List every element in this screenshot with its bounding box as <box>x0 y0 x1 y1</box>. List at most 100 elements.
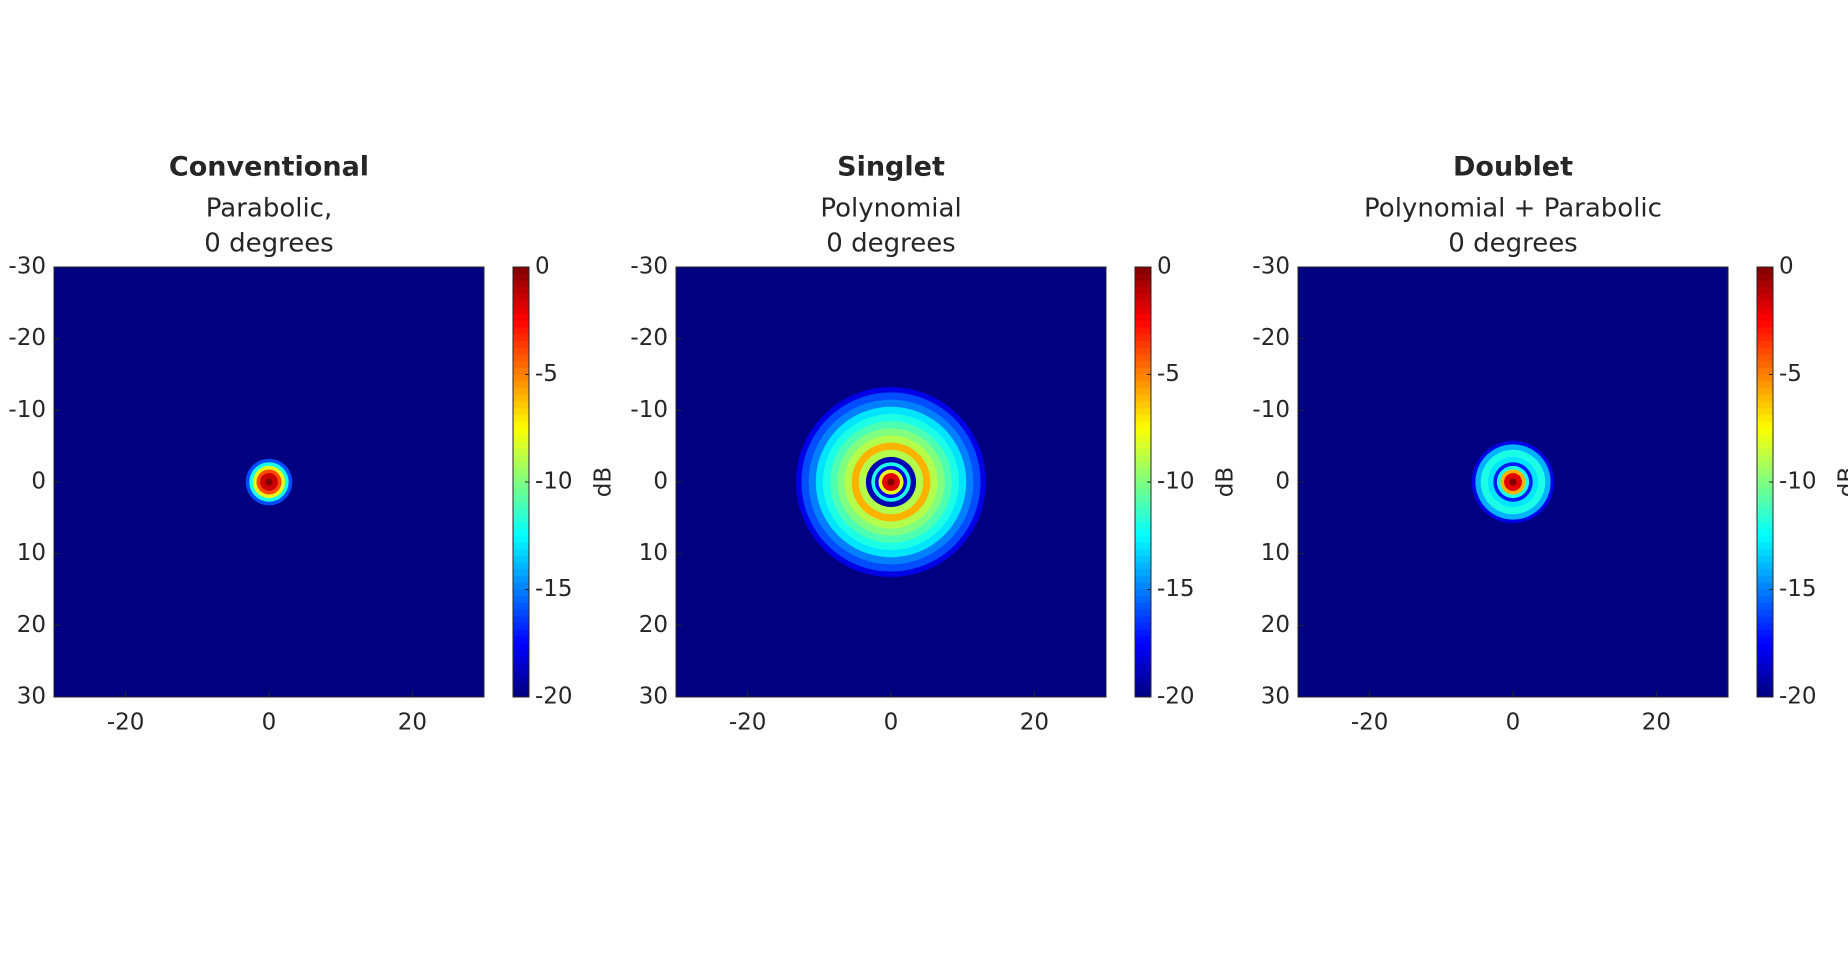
panel-subtitle: Polynomial <box>820 194 961 224</box>
colorbar-stripe <box>513 394 529 402</box>
colorbar-stripe <box>1757 414 1773 423</box>
colorbar-stripe <box>1135 649 1151 658</box>
colorbar-stripe <box>513 656 529 664</box>
colorbar-stripe <box>513 381 529 389</box>
colorbar-stripe <box>1135 421 1151 429</box>
colorbar-stripe <box>513 623 529 631</box>
panel-title: Doublet <box>1453 152 1573 183</box>
colorbar-stripe <box>1757 576 1773 584</box>
colorbar-stripe <box>513 549 529 557</box>
colorbar-stripe <box>513 314 529 322</box>
colorbar-stripe <box>1135 495 1151 503</box>
colorbar-stripe <box>1135 441 1151 449</box>
colorbar-stripe <box>1135 676 1151 685</box>
colorbar-stripe <box>1757 441 1773 449</box>
colorbar-stripe <box>1757 676 1773 685</box>
plot-area <box>1298 267 1728 697</box>
colorbar-stripe <box>1135 280 1151 288</box>
colorbar-stripe <box>1135 347 1151 355</box>
colorbar-stripe <box>1757 361 1773 369</box>
colorbar-stripe <box>1757 408 1773 416</box>
colorbar-stripe <box>513 676 529 685</box>
y-tick-label: 10 <box>17 540 46 566</box>
colorbar-stripe <box>1135 361 1151 369</box>
ring <box>887 478 895 486</box>
colorbar-stripe <box>1135 602 1151 611</box>
y-tick-label: 30 <box>1261 684 1290 710</box>
colorbar-stripe <box>1135 374 1151 382</box>
colorbar-stripe <box>1757 663 1773 671</box>
colorbar-tick-label: 0 <box>535 254 550 280</box>
colorbar-stripe <box>1757 320 1773 328</box>
colorbar-stripe <box>1135 616 1151 624</box>
colorbar-tick-label: 0 <box>1779 254 1794 280</box>
colorbar-stripe <box>1757 475 1773 483</box>
colorbar-stripe <box>1757 394 1773 402</box>
colorbar-stripe <box>513 414 529 423</box>
colorbar-tick-label: -10 <box>1779 469 1817 495</box>
plot-area <box>54 267 484 697</box>
colorbar-stripe <box>1135 562 1151 570</box>
colorbar-stripe <box>1135 367 1151 375</box>
colorbar-stripe <box>1757 522 1773 530</box>
x-tick-label: -20 <box>729 710 767 736</box>
colorbar-stripe <box>513 367 529 375</box>
colorbar-stripe <box>1757 508 1773 517</box>
y-tick-label: 0 <box>31 469 46 495</box>
colorbar-label: dB <box>591 467 617 497</box>
colorbar-stripe <box>1135 623 1151 631</box>
colorbar-stripe <box>1135 428 1151 436</box>
colorbar-stripe <box>1135 522 1151 530</box>
y-tick-label: -10 <box>630 397 668 423</box>
colorbar-stripe <box>1135 529 1151 537</box>
colorbar-stripe <box>1135 582 1151 590</box>
colorbar-stripe <box>1135 488 1151 496</box>
colorbar-stripe <box>1757 354 1773 362</box>
y-tick-label: -30 <box>8 254 46 280</box>
colorbar-stripe <box>513 307 529 315</box>
colorbar-stripe <box>1135 408 1151 416</box>
y-tick-label: 30 <box>17 684 46 710</box>
colorbar-stripe <box>1757 287 1773 295</box>
colorbar-stripe <box>1757 334 1773 342</box>
colorbar-label: dB <box>1835 467 1848 497</box>
colorbar-stripe <box>513 535 529 543</box>
x-tick-label: 0 <box>1506 710 1521 736</box>
colorbar-stripe <box>1135 482 1151 490</box>
colorbar-stripe <box>513 421 529 429</box>
panel-subtitle: 0 degrees <box>826 229 955 259</box>
colorbar-stripe <box>1757 327 1773 335</box>
colorbar-stripe <box>513 387 529 396</box>
panel-subtitle: Parabolic, <box>206 194 332 224</box>
colorbar-stripe <box>1135 502 1151 510</box>
colorbar-stripe <box>1135 381 1151 389</box>
y-tick-label: -10 <box>1252 397 1290 423</box>
colorbar-stripe <box>1135 555 1151 564</box>
colorbar-frame <box>1134 266 1152 698</box>
y-tick-label: -20 <box>1252 325 1290 351</box>
colorbar-stripe <box>1757 273 1773 281</box>
colorbar-stripe <box>1135 461 1151 470</box>
colorbar-stripe <box>513 374 529 382</box>
colorbar-stripe <box>513 475 529 483</box>
colorbar-stripe <box>1135 609 1151 617</box>
colorbar-stripe <box>1757 555 1773 564</box>
colorbar-stripe <box>1757 387 1773 396</box>
colorbar-stripe <box>1757 428 1773 436</box>
colorbar-stripe <box>1135 508 1151 517</box>
colorbar-stripe <box>513 502 529 510</box>
colorbar-stripe <box>513 596 529 604</box>
colorbar-stripe <box>1757 649 1773 658</box>
colorbar-stripe <box>1135 414 1151 423</box>
colorbar-stripe <box>513 448 529 456</box>
colorbar-stripe <box>1757 421 1773 429</box>
colorbar-stripe <box>1135 542 1151 550</box>
colorbar-stripe <box>1757 300 1773 308</box>
colorbar-stripe <box>513 293 529 302</box>
colorbar-stripe <box>1757 609 1773 617</box>
colorbar-stripe <box>1757 589 1773 597</box>
colorbar-stripe <box>1757 623 1773 631</box>
colorbar-stripe <box>1757 434 1773 443</box>
colorbar-stripe <box>1757 636 1773 644</box>
colorbar-stripe <box>1135 394 1151 402</box>
